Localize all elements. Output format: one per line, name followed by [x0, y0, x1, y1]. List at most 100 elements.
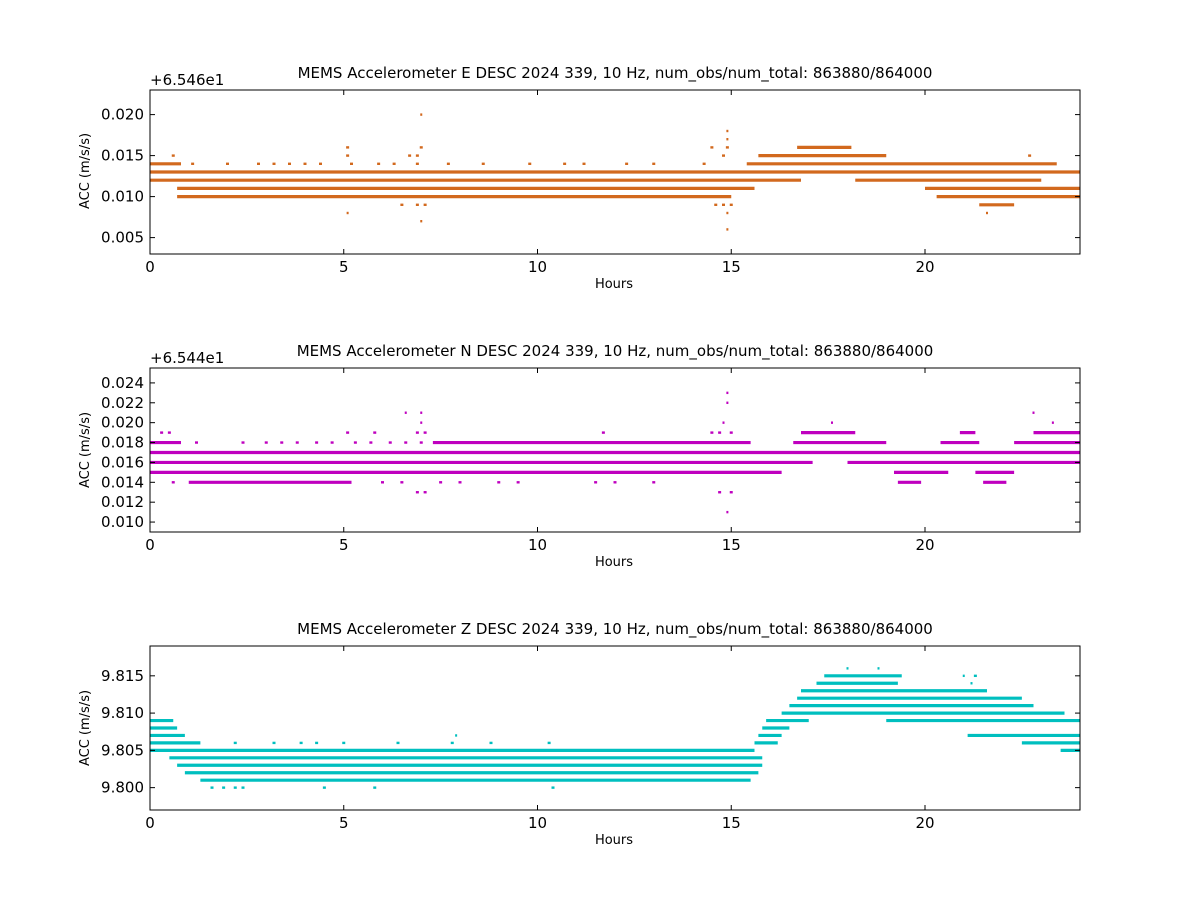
data-point [233, 741, 237, 745]
data-point [613, 481, 617, 484]
x-tick-label: 10 [528, 258, 547, 276]
data-point [419, 441, 423, 444]
outlier-point [831, 421, 833, 424]
data-point [272, 741, 276, 745]
data-point [729, 431, 733, 434]
data-point [729, 203, 733, 206]
data-point [415, 162, 419, 165]
data-point [446, 162, 450, 165]
plot-area: 0 5 10 15 20 9.800 9.805 9.810 9.815 [101, 645, 1081, 832]
data-point [625, 162, 629, 165]
x-tick-label: 15 [722, 814, 741, 832]
data-point [299, 741, 303, 745]
data-point [373, 786, 377, 789]
data-point [725, 146, 729, 149]
data-marks [150, 667, 1080, 789]
outlier-point [726, 391, 729, 395]
outlier-point [877, 667, 880, 670]
data-point [350, 162, 353, 165]
axes-frame [149, 89, 1081, 255]
data-point [171, 154, 175, 157]
x-tick-label: 5 [339, 258, 349, 276]
data-point [280, 441, 284, 444]
y-tick-label: 0.010 [101, 513, 144, 531]
outlier-point [420, 220, 423, 223]
y-tick-label: 0.024 [101, 374, 144, 392]
outlier-point [1032, 411, 1035, 414]
data-point [319, 162, 322, 165]
data-point [722, 203, 725, 206]
data-point [582, 162, 586, 165]
data-point [377, 162, 381, 165]
data-point [729, 491, 733, 494]
outlier-point [420, 113, 423, 116]
y-offset-label: +6.544e1 [150, 349, 224, 367]
data-point [458, 481, 462, 484]
y-axis-label: ACC (m/s/s) [78, 133, 93, 209]
data-point [710, 146, 714, 149]
data-point [718, 491, 722, 494]
data-point [330, 441, 334, 444]
data-point [489, 741, 493, 745]
data-point [497, 481, 501, 484]
y-tick-label: 0.012 [101, 493, 144, 511]
data-point [353, 441, 357, 444]
x-tick-label: 0 [145, 814, 155, 832]
data-point [415, 491, 419, 494]
outlier-point [1051, 421, 1054, 424]
plot-area: 0 5 10 15 20 0.005 0.010 0.015 0.020 [101, 89, 1081, 276]
y-tick-label: 0.005 [101, 229, 144, 247]
data-point [381, 481, 384, 484]
outlier-point [420, 421, 423, 424]
outlier-point [726, 211, 729, 215]
data-point [160, 431, 164, 434]
outlier-point [986, 211, 988, 215]
data-point [652, 162, 656, 165]
y-tick-label: 9.800 [101, 779, 144, 797]
y-tick-label: 9.805 [101, 741, 144, 759]
y-tick-label: 0.016 [101, 453, 144, 471]
data-point [415, 203, 419, 206]
x-tick-label: 10 [528, 814, 547, 832]
data-point [346, 154, 350, 157]
panel-north: MEMS Accelerometer N DESC 2024 339, 10 H… [78, 342, 1081, 570]
data-point [714, 203, 718, 206]
data-point [171, 481, 175, 484]
data-point [450, 741, 454, 745]
outlier-point [420, 411, 423, 414]
data-point [210, 786, 214, 789]
axes-frame [149, 367, 1081, 533]
data-point [547, 741, 551, 745]
data-point [423, 431, 427, 434]
data-point [601, 431, 605, 434]
y-tick-label: 0.010 [101, 188, 144, 206]
y-tick-label: 0.020 [101, 414, 144, 432]
data-point [400, 203, 404, 206]
outlier-point [726, 129, 729, 133]
chart-title: MEMS Accelerometer Z DESC 2024 339, 10 H… [297, 620, 933, 639]
data-point [404, 441, 408, 444]
x-tick-label: 5 [339, 814, 349, 832]
data-point [288, 162, 291, 165]
data-point [195, 441, 198, 444]
y-axis-label: ACC (m/s/s) [78, 690, 93, 766]
data-point [702, 162, 706, 165]
y-tick-label: 0.014 [101, 473, 144, 491]
outlier-point [726, 228, 729, 231]
y-tick-label: 0.020 [101, 106, 144, 124]
data-point [439, 481, 443, 484]
outlier-point [404, 411, 407, 414]
data-point [1028, 154, 1032, 157]
data-point [400, 481, 404, 484]
data-point [423, 203, 427, 206]
data-marks [150, 113, 1080, 231]
y-tick-label: 0.015 [101, 147, 144, 165]
data-marks [150, 391, 1080, 514]
data-point [257, 162, 260, 165]
data-point [226, 162, 229, 165]
data-point [415, 431, 419, 434]
y-offset-label: +6.546e1 [150, 71, 224, 89]
data-point [528, 162, 532, 165]
data-point [369, 441, 373, 444]
